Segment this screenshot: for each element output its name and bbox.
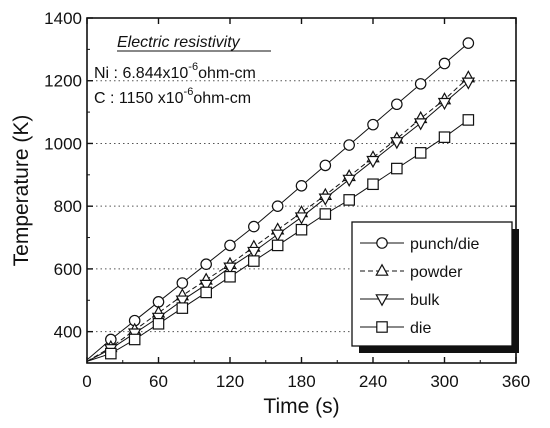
point-punch-die-9 (295, 179, 308, 192)
point-die-6 (224, 270, 236, 283)
point-die-1 (105, 347, 117, 360)
point-die-12 (367, 178, 379, 191)
legend-label-die: die (410, 320, 431, 337)
y-axis-label: Temperature (K) (10, 115, 33, 267)
series-bulk (86, 77, 476, 362)
x-tick-label-300: 300 (430, 372, 458, 391)
point-bulk-7 (247, 246, 261, 260)
legend-label-punch-die: punch/die (410, 236, 479, 253)
point-die-10 (319, 208, 332, 220)
point-punch-die-16 (462, 37, 475, 49)
legend-marker-bulk (375, 294, 389, 307)
point-bulk-11 (342, 174, 356, 187)
point-die-5 (200, 286, 212, 299)
series-die (86, 114, 475, 362)
point-die-3 (152, 317, 165, 330)
annotation-ni-prefix: Ni : 6.844x10 (94, 65, 188, 82)
point-die-4 (176, 302, 189, 314)
x-tick-label-360: 360 (502, 372, 530, 391)
point-bulk-9 (294, 212, 309, 225)
point-die-11 (343, 194, 355, 206)
point-bulk-16 (461, 77, 476, 90)
point-punch-die-12 (367, 118, 379, 131)
point-bulk-10 (318, 193, 333, 206)
point-bulk-5 (199, 279, 213, 293)
point-punch-die-11 (343, 139, 355, 151)
point-die-9 (295, 223, 308, 236)
point-punch-die-5 (200, 258, 212, 271)
point-bulk-15 (437, 97, 452, 111)
point-die-15 (438, 131, 451, 143)
point-bulk-14 (413, 118, 428, 131)
point-bulk-6 (223, 262, 237, 275)
y-tick-label-800: 800 (54, 197, 82, 216)
legend-marker-powder (375, 263, 389, 276)
annotation-ni-exponent: -6 (188, 61, 198, 73)
point-punch-die-10 (319, 159, 332, 172)
point-punch-die-14 (414, 78, 427, 90)
legend-marker-die (376, 321, 388, 333)
point-die-13 (391, 162, 403, 175)
point-punch-die-8 (271, 200, 284, 212)
point-punch-die-15 (438, 57, 451, 70)
annotation-c-line: C : 1150 x10-6ohm-cm (94, 86, 251, 107)
y-tick-label-1400: 1400 (44, 9, 82, 28)
point-die-16 (462, 114, 475, 126)
legend: punch/die powder bulk die (351, 221, 519, 353)
point-bulk-13 (390, 137, 404, 150)
point-punch-die-6 (224, 239, 236, 252)
annotation-c-exponent: -6 (184, 86, 194, 98)
point-bulk-8 (270, 229, 285, 242)
point-punch-die-7 (248, 220, 260, 233)
x-axis-label: Time (s) (263, 395, 339, 418)
annotation-ni-line: Ni : 6.844x10-6ohm-cm (94, 61, 256, 82)
legend-marker-punch-die (376, 237, 388, 249)
series-layer (86, 37, 476, 362)
point-die-14 (414, 147, 427, 159)
series-line-powder (86, 77, 469, 362)
annotation-ni-suffix: ohm-cm (198, 65, 256, 82)
x-tick-label-0: 0 (82, 372, 91, 391)
y-tick-label-1000: 1000 (44, 134, 82, 153)
annotation-title: Electric resistivity (117, 34, 241, 51)
point-die-7 (248, 255, 260, 267)
legend-label-powder: powder (410, 264, 463, 281)
x-tick-label-120: 120 (216, 372, 244, 391)
x-tick-label-240: 240 (359, 372, 387, 391)
y-tick-label-600: 600 (54, 260, 82, 279)
y-tick-label-1200: 1200 (44, 72, 82, 91)
x-tick-label-180: 180 (287, 372, 315, 391)
annotation-c-prefix: C : 1150 x10 (94, 90, 184, 107)
axis-ticks: 0 60 120 180 240 300 360 400 600 800 1000 1200 1400 (44, 9, 530, 391)
legend-label-bulk: bulk (410, 292, 440, 309)
series-punch-die (86, 37, 475, 361)
point-bulk-4 (175, 295, 190, 308)
point-die-2 (128, 333, 141, 346)
annotation-c-suffix: ohm-cm (193, 90, 251, 107)
point-punch-die-4 (176, 277, 189, 289)
point-die-8 (271, 239, 284, 252)
y-tick-label-400: 400 (54, 323, 82, 342)
resistivity-annotation: Electric resistivity Ni : 6.844x10-6ohm-… (94, 34, 271, 107)
point-punch-die-13 (391, 98, 403, 111)
x-tick-label-60: 60 (149, 372, 168, 391)
point-bulk-12 (366, 155, 380, 169)
